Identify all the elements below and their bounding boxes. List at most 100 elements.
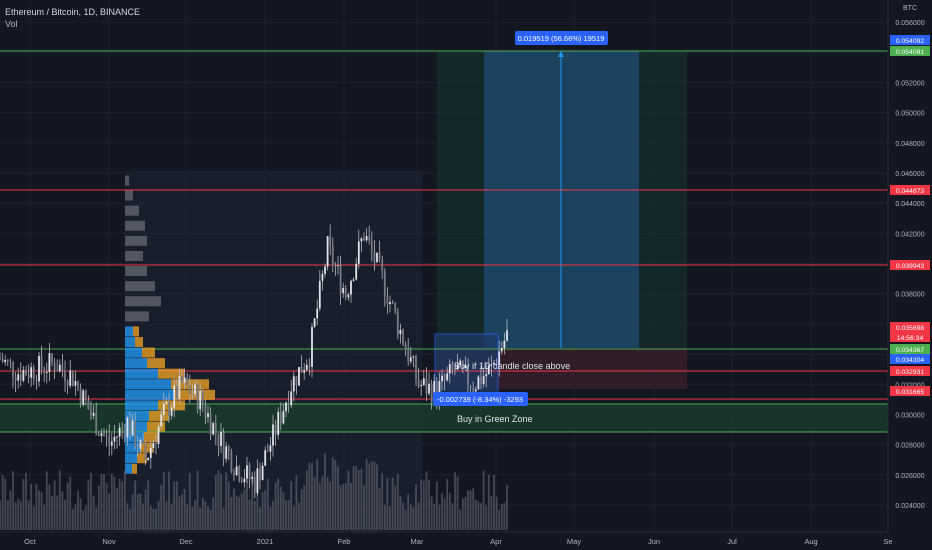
volume-bar bbox=[493, 475, 495, 530]
volume-bar bbox=[97, 485, 100, 530]
candle-body bbox=[311, 326, 313, 367]
candle-body bbox=[360, 238, 363, 242]
volume-bar bbox=[298, 502, 300, 530]
candle-body bbox=[201, 390, 204, 406]
profile-bar bbox=[132, 463, 137, 474]
volume-bar bbox=[318, 482, 321, 530]
candle-body bbox=[251, 477, 254, 480]
volume-bar bbox=[168, 471, 170, 530]
candle-body bbox=[451, 364, 454, 370]
volume-bar bbox=[69, 476, 72, 530]
price-label-box bbox=[890, 354, 930, 364]
volume-bar bbox=[92, 495, 95, 530]
volume-bar bbox=[196, 470, 199, 530]
candle-body bbox=[147, 457, 150, 461]
candle-body bbox=[485, 374, 488, 377]
profile-bar bbox=[125, 281, 155, 292]
time-tick-label: Se bbox=[883, 537, 892, 546]
volume-bar bbox=[487, 474, 490, 530]
volume-bar bbox=[389, 506, 391, 530]
candle-body bbox=[394, 302, 397, 312]
volume-bar bbox=[207, 506, 209, 530]
candle-body bbox=[79, 387, 82, 405]
volume-bar bbox=[253, 501, 256, 530]
candle-body bbox=[191, 394, 194, 395]
candle-body bbox=[181, 376, 183, 383]
candle-body bbox=[121, 427, 124, 429]
candle-body bbox=[261, 465, 264, 481]
time-axis[interactable]: Oct Nov Dec 2021 Feb Mar Apr May Jun Jul Aug Se bbox=[24, 537, 892, 546]
volume-bar bbox=[344, 483, 347, 530]
candle-body bbox=[77, 381, 79, 388]
volume-bar bbox=[287, 500, 290, 530]
volume-bar bbox=[157, 500, 160, 530]
volume-bar bbox=[404, 509, 407, 530]
volume-bar bbox=[238, 496, 241, 530]
candle-body bbox=[165, 401, 168, 404]
price-label-text: 0.032931 bbox=[896, 369, 925, 376]
volume-bar bbox=[82, 509, 85, 530]
volume-bar bbox=[170, 503, 173, 530]
volume-bar bbox=[347, 470, 350, 530]
candle-body bbox=[100, 433, 103, 436]
candle-body bbox=[279, 412, 282, 424]
candle-body bbox=[344, 288, 347, 298]
volume-bar bbox=[282, 492, 285, 530]
volume-bar bbox=[214, 475, 217, 530]
candle-body bbox=[6, 360, 9, 361]
candle-body bbox=[386, 297, 389, 305]
profile-bar bbox=[125, 368, 158, 379]
candle-body bbox=[110, 441, 113, 446]
volume-bar bbox=[459, 509, 462, 530]
volume-bar bbox=[235, 495, 238, 530]
volume-bar bbox=[415, 484, 417, 530]
volume-bar bbox=[506, 484, 508, 530]
volume-bar bbox=[402, 502, 404, 530]
volume-bar bbox=[108, 493, 111, 530]
candle-body bbox=[298, 367, 300, 386]
candle-body bbox=[40, 355, 43, 370]
candle-body bbox=[318, 280, 321, 309]
candle-body bbox=[305, 365, 308, 371]
candle-body bbox=[464, 365, 467, 368]
volume-bar bbox=[456, 476, 459, 530]
profile-bar bbox=[125, 442, 140, 453]
candle-body bbox=[69, 370, 72, 386]
candle-body bbox=[209, 413, 212, 435]
currency-label: BTC bbox=[903, 5, 917, 12]
candle-body bbox=[230, 451, 233, 472]
candle-body bbox=[12, 361, 14, 378]
candle-body bbox=[363, 238, 365, 241]
volume-bar bbox=[474, 499, 477, 530]
candle-body bbox=[142, 439, 144, 444]
candle-body bbox=[233, 471, 235, 475]
volume-bar bbox=[129, 509, 131, 530]
volume-bar bbox=[472, 488, 475, 530]
volume-bar bbox=[105, 482, 108, 530]
candle-body bbox=[331, 245, 334, 266]
volume-bar bbox=[422, 480, 425, 530]
price-label-box bbox=[890, 332, 930, 342]
candle-body bbox=[74, 381, 77, 386]
candle-body bbox=[212, 423, 215, 435]
volume-bar bbox=[256, 480, 259, 530]
candle-body bbox=[61, 364, 64, 371]
time-tick-label: Aug bbox=[804, 537, 817, 546]
volume-bar bbox=[149, 505, 152, 530]
candle-body bbox=[355, 263, 358, 280]
volume-bar bbox=[27, 500, 30, 530]
candle-body bbox=[45, 371, 48, 373]
volume-bar bbox=[217, 470, 220, 530]
profile-bar bbox=[125, 190, 133, 201]
volume-bar bbox=[53, 480, 56, 530]
volume-bar bbox=[342, 484, 345, 530]
candle-body bbox=[22, 370, 25, 381]
profile-bar bbox=[125, 347, 142, 358]
volume-bar bbox=[126, 503, 129, 530]
candle-body bbox=[446, 373, 449, 381]
volume-bar bbox=[277, 478, 280, 530]
volume-bar bbox=[407, 493, 410, 530]
volume-bar bbox=[19, 500, 22, 530]
volume-bar bbox=[38, 490, 40, 530]
